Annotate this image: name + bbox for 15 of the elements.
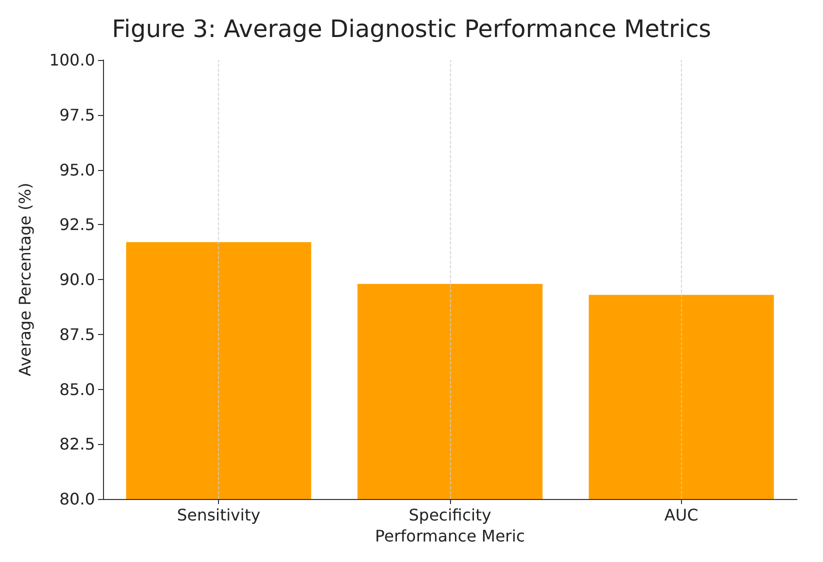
chart-title: Figure 3: Average Diagnostic Performance Metrics: [112, 15, 712, 43]
y-tick-label: 90.0: [59, 270, 95, 289]
y-axis-title: Average Percentage (%): [16, 182, 34, 376]
x-tick-label: AUC: [664, 506, 698, 524]
y-tick-label: 92.5: [59, 215, 95, 234]
y-tick-label: 82.5: [59, 434, 95, 454]
y-tick-label: 97.5: [59, 105, 95, 124]
y-tick-label: 100.0: [49, 50, 95, 70]
x-axis-title: Performance Meric: [375, 526, 525, 546]
y-tick-label: 95.0: [59, 160, 95, 180]
y-tick-label: 85.0: [59, 380, 95, 399]
y-tick-label: 80.0: [59, 490, 95, 508]
x-tick-label: Specificity: [408, 506, 492, 524]
y-tick-label: 87.5: [59, 324, 95, 344]
x-tick-label: Sensitivity: [177, 506, 260, 524]
